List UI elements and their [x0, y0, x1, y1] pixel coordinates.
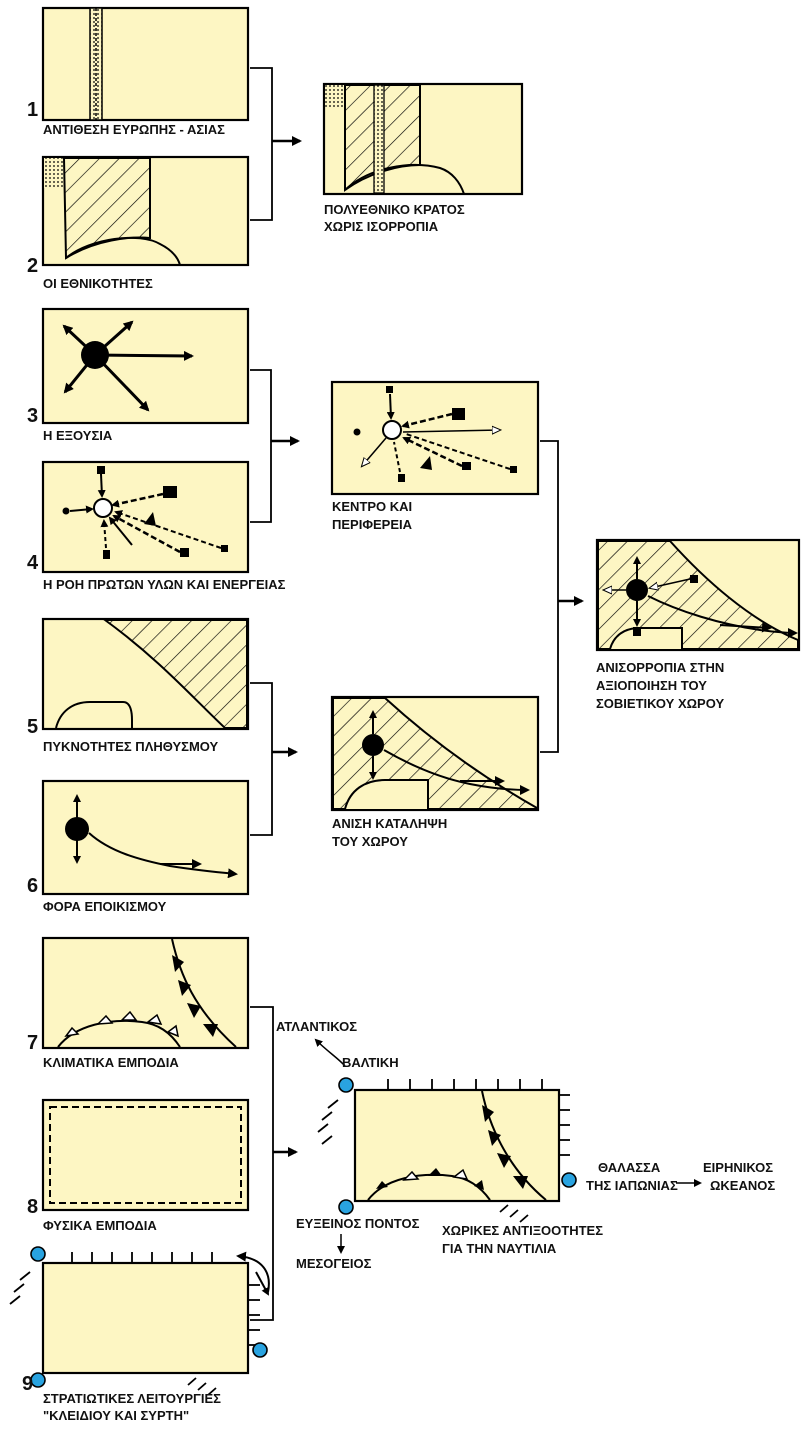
panel-caption: ΚΛΙΜΑΤΙΚΑ ΕΜΠΟΔΙΑ — [43, 1055, 179, 1070]
panel-9: 9 ΣΤΡΑΤΙΩΤΙΚΕΣ ΛΕΙΤΟΥΡΓΙΕΣ "ΚΛΕΙΔΙΟΥ ΚΑΙ… — [9, 1246, 270, 1423]
result-multinational: ΠΟΛΥΕΘΝΙΚΟ ΚΡΑΤΟΣ ΧΩΡΙΣ ΙΣΟΡΡΟΠΙΑ — [322, 82, 524, 234]
panel-caption: ΠΥΚΝΟΤΗΤΕΣ ΠΛΗΘΥΣΜΟΥ — [43, 739, 219, 754]
final-caption-line3: ΣΟΒΙΕΤΙΚΟΥ ΧΩΡΟΥ — [596, 696, 724, 711]
result-center-periphery: ΚΕΝΤΡΟ ΚΑΙ ΠΕΡΙΦΕΡΕΙΑ — [330, 380, 540, 532]
label-baltic: ΒΑΛΤΙΚΗ — [342, 1055, 399, 1070]
panel-3: 3 Η ΕΞΟΥΣΙΑ — [27, 307, 250, 443]
panel-caption: Η ΡΟΗ ΠΡΩΤΩΝ ΥΛΩΝ ΚΑΙ ΕΝΕΡΓΕΙΑΣ — [43, 577, 286, 592]
result-caption-line1: ΠΟΛΥΕΘΝΙΚΟ ΚΡΑΤΟΣ — [324, 202, 465, 217]
maritime-caption-line2: ΓΙΑ ΤΗΝ ΝΑΥΤΙΛΙΑ — [442, 1241, 557, 1256]
panel-number: 3 — [27, 405, 38, 427]
panel-number: 8 — [27, 1196, 38, 1218]
port-node — [252, 1342, 268, 1358]
result-caption-line1: ΑΝΙΣΗ ΚΑΤΑΛΗΨΗ — [332, 816, 447, 831]
panel-caption: Η ΕΞΟΥΣΙΑ — [43, 428, 113, 443]
panel-caption: ΦΟΡΑ ΕΠΟΙΚΙΣΜΟΥ — [43, 899, 167, 914]
result-caption-line1: ΚΕΝΤΡΟ ΚΑΙ — [332, 499, 412, 514]
result-caption-line2: ΧΩΡΙΣ ΙΣΟΡΡΟΠΙΑ — [324, 219, 439, 234]
label-pacific-2: ΩΚΕΑΝΟΣ — [710, 1178, 775, 1193]
panel-number: 1 — [27, 99, 38, 121]
panel-1: 1 ΑΝΤΙΘΕΣΗ ΕΥΡΩΠΗΣ - ΑΣΙΑΣ — [27, 6, 250, 137]
bracket-connector — [540, 440, 559, 753]
label-sea-of-japan-2: ΤΗΣ ΙΑΠΩΝΙΑΣ — [586, 1178, 678, 1193]
port-node-black-sea — [338, 1199, 354, 1215]
final-caption-line1: ΑΝΙΣΟΡΡΟΠΙΑ ΣΤΗΝ — [596, 660, 724, 675]
panel-2: 2 ΟΙ ΕΘΝΙΚΟΤΗΤΕΣ — [27, 155, 250, 291]
panel-6: 6 ΦΟΡΑ ΕΠΟΙΚΙΣΜΟΥ — [27, 779, 250, 914]
panel-number: 4 — [27, 552, 39, 574]
panel-caption: ΟΙ ΕΘΝΙΚΟΤΗΤΕΣ — [43, 276, 153, 291]
result-unequal-occupation: ΑΝΙΣΗ ΚΑΤΑΛΗΨΗ ΤΟΥ ΧΩΡΟΥ — [330, 695, 540, 849]
port-node-pacific — [561, 1172, 577, 1188]
panel-number: 5 — [27, 716, 38, 738]
label-sea-of-japan-1: ΘΑΛΑΣΣΑ — [598, 1160, 661, 1175]
panel-number: 7 — [27, 1032, 38, 1054]
hatched-region — [101, 619, 248, 729]
panel-5: 5 ΠΥΚΝΟΤΗΤΕΣ ΠΛΗΘΥΣΜΟΥ — [27, 617, 250, 754]
label-black-sea: ΕΥΞΕΙΝΟΣ ΠΟΝΤΟΣ — [296, 1216, 420, 1231]
settlement-origin-icon — [65, 817, 89, 841]
label-mediterranean: ΜΕΣΟΓΕΙΟΣ — [296, 1256, 372, 1271]
panel-number: 2 — [27, 255, 38, 277]
final-imbalance: ΑΝΙΣΟΡΡΟΠΙΑ ΣΤΗΝ ΑΞΙΟΠΟΙΗΣΗ ΤΟΥ ΣΟΒΙΕΤΙΚ… — [595, 538, 801, 711]
port-node — [30, 1372, 46, 1388]
bracket-connector — [250, 369, 272, 523]
port-node — [30, 1246, 46, 1262]
maritime-contradictions: ΑΤΛΑΝΤΙΚΟΣ ΒΑΛΤΙΚΗ ΕΥΞΕΙΝΟΣ ΠΟΝΤΟΣ ΜΕΣΟΓ… — [276, 1019, 775, 1271]
panel-number: 6 — [27, 875, 38, 897]
result-caption-line2: ΤΟΥ ΧΩΡΟΥ — [332, 834, 408, 849]
panel-7: 7 ΚΛΙΜΑΤΙΚΑ ΕΜΠΟΔΙΑ — [27, 936, 250, 1070]
maritime-caption-line1: ΧΩΡΙΚΕΣ ΑΝΤΙΞΟΟΤΗΤΕΣ — [442, 1223, 603, 1238]
panel-4: 4 Η ΡΟΗ ΠΡΩΤΩΝ ΥΛΩΝ ΚΑΙ ΕΝΕΡΓΕΙΑΣ — [27, 460, 286, 592]
panel-caption: ΦΥΣΙΚΑ ΕΜΠΟΔΙΑ — [43, 1218, 157, 1233]
panel-caption: ΑΝΤΙΘΕΣΗ ΕΥΡΩΠΗΣ - ΑΣΙΑΣ — [43, 122, 225, 137]
bracket-connector — [250, 1006, 274, 1321]
panel-caption-line1: ΣΤΡΑΤΙΩΤΙΚΕΣ ΛΕΙΤΟΥΡΓΙΕΣ — [43, 1391, 221, 1406]
bracket-connector — [250, 67, 273, 221]
port-node-baltic — [338, 1077, 354, 1093]
result-caption-line2: ΠΕΡΙΦΕΡΕΙΑ — [332, 517, 413, 532]
final-caption-line2: ΑΞΙΟΠΟΙΗΣΗ ΤΟΥ — [596, 678, 707, 693]
panel-8: 8 ΦΥΣΙΚΑ ΕΜΠΟΔΙΑ — [27, 1098, 250, 1233]
bracket-connector — [250, 682, 273, 836]
panel-caption-line2: "ΚΛΕΙΔΙΟΥ ΚΑΙ ΣΥΡΤΗ" — [43, 1408, 189, 1423]
label-pacific-1: ΕΙΡΗΝΙΚΟΣ — [703, 1160, 773, 1175]
center-icon — [93, 498, 113, 518]
panel-number: 9 — [22, 1373, 33, 1395]
label-atlantic: ΑΤΛΑΝΤΙΚΟΣ — [276, 1019, 357, 1034]
